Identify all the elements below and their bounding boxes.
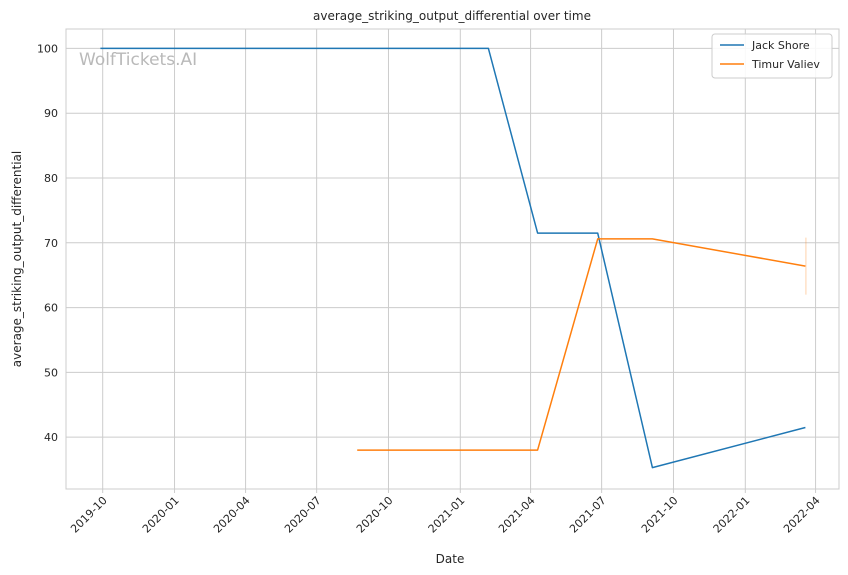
y-tick-label: 100	[37, 42, 58, 55]
plot-frame	[65, 28, 840, 490]
legend-label-jack-shore: Jack Shore	[751, 39, 810, 52]
y-tick-label: 90	[44, 107, 58, 120]
x-axis-label: Date	[436, 552, 465, 566]
y-tick-label: 70	[44, 237, 58, 250]
y-axis-label: average_striking_output_differential	[10, 151, 24, 367]
series-line-timur-valiev	[357, 238, 806, 451]
series-line-jack-shore	[100, 47, 806, 469]
y-tick-label: 60	[44, 302, 58, 315]
plot-area	[66, 29, 839, 489]
legend: Jack Shore Timur Valiev	[711, 33, 833, 79]
watermark: WolfTickets.AI	[79, 50, 197, 70]
legend-label-timur-valiev: Timur Valiev	[751, 58, 820, 71]
y-tick-label: 50	[44, 366, 58, 379]
y-tick-label: 80	[44, 172, 58, 185]
grid	[66, 29, 839, 493]
chart-title: average_striking_output_differential ove…	[313, 9, 591, 23]
y-tick-label: 40	[44, 431, 58, 444]
series-layer	[100, 47, 807, 469]
y-tick-labels: 40 50 60 70 80 90 100	[37, 42, 58, 444]
